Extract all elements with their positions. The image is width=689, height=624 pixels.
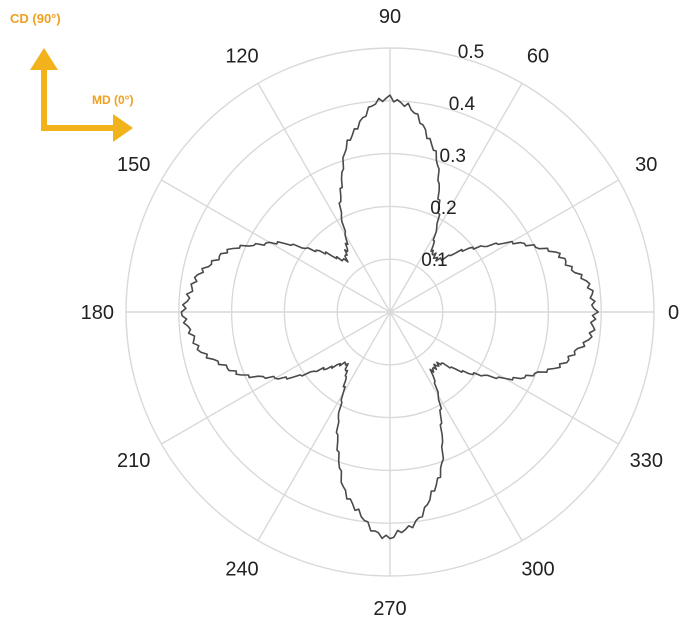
label-layer: 0 30 60 90 120 150 180 210 240 270 300 330 0.1 0.2 0.3… bbox=[81, 6, 680, 620]
angular-tick-label-9: 270 bbox=[373, 598, 406, 620]
angular-grid-line-10 bbox=[389, 311, 523, 541]
angular-tick-label-11: 330 bbox=[630, 450, 663, 472]
angular-tick-label-1: 30 bbox=[635, 154, 657, 176]
angular-tick-label-0: 0 bbox=[668, 302, 679, 324]
radial-tick-label-3: 0.4 bbox=[449, 94, 476, 115]
angular-tick-label-3: 90 bbox=[379, 6, 401, 28]
angular-tick-label-5: 150 bbox=[117, 154, 150, 176]
angular-grid-line-8 bbox=[257, 311, 391, 541]
polar-grid bbox=[125, 47, 655, 577]
angular-tick-label-4: 120 bbox=[225, 46, 258, 68]
radial-tick-label-1: 0.2 bbox=[430, 198, 456, 219]
angular-grid-line-1 bbox=[389, 179, 619, 313]
angular-tick-label-2: 60 bbox=[527, 46, 549, 68]
cd-arrow-head bbox=[30, 48, 58, 70]
radial-tick-label-2: 0.3 bbox=[440, 146, 466, 167]
angular-tick-label-6: 180 bbox=[81, 302, 114, 324]
series-layer bbox=[180, 94, 599, 540]
md-axis-label: MD (0°) bbox=[92, 93, 133, 107]
md-arrow-head bbox=[113, 114, 133, 142]
angular-grid-line-5 bbox=[161, 179, 391, 313]
angular-grid-line-2 bbox=[389, 83, 523, 313]
direction-indicator: CD (90°) MD (0°) bbox=[10, 11, 133, 142]
cd-axis-label: CD (90°) bbox=[10, 11, 61, 26]
radial-tick-label-0: 0.1 bbox=[421, 250, 447, 271]
radial-tick-label-4: 0.5 bbox=[458, 42, 484, 63]
angular-tick-label-7: 210 bbox=[117, 450, 150, 472]
series-line-0 bbox=[180, 94, 599, 540]
angular-tick-label-10: 300 bbox=[521, 558, 554, 580]
angular-tick-label-8: 240 bbox=[225, 558, 258, 580]
angular-grid-line-4 bbox=[257, 83, 391, 313]
